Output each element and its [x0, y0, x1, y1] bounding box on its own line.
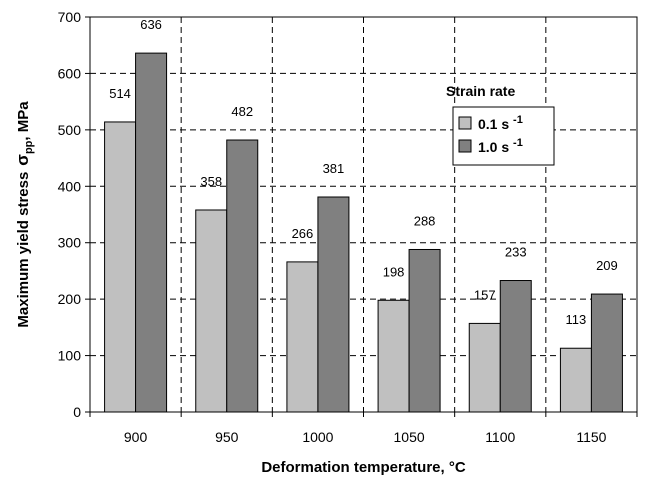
- data-label: 358: [200, 174, 222, 189]
- y-tick-label: 300: [58, 235, 82, 251]
- legend-label: 0.1 s -1: [478, 114, 523, 132]
- data-label: 113: [566, 312, 587, 327]
- legend-label: 1.0 s -1: [478, 137, 523, 155]
- bar: [377, 299, 410, 413]
- legend-swatch: [458, 139, 472, 153]
- bar: [104, 121, 137, 413]
- bar: [590, 293, 623, 413]
- x-tick-label: 1100: [485, 429, 515, 445]
- y-tick-label: 700: [58, 9, 82, 25]
- y-axis-title-suffix: , MPa: [15, 101, 32, 141]
- y-tick-label: 100: [58, 348, 82, 364]
- bar: [559, 347, 592, 413]
- y-axis-title: Maximum yield stress σpp, MPa: [13, 101, 35, 328]
- data-label: 288: [414, 213, 436, 228]
- gridlines: [90, 17, 637, 412]
- bar: [226, 139, 259, 413]
- y-tick-label: 400: [58, 178, 82, 194]
- data-label: 198: [383, 264, 405, 279]
- x-tick-label: 950: [215, 429, 239, 445]
- bar: [408, 248, 441, 413]
- data-label: 266: [292, 226, 314, 241]
- legend-label-superscript: -1: [513, 114, 523, 126]
- legend-label-superscript: -1: [513, 137, 523, 149]
- data-label: 209: [596, 258, 618, 273]
- y-axis-title-symbol: σ: [13, 154, 32, 166]
- data-label: 636: [140, 17, 162, 32]
- x-tick-label: 1150: [576, 429, 606, 445]
- y-axis-title-prefix: Maximum yield stress: [15, 172, 32, 328]
- data-label: 514: [109, 86, 131, 101]
- y-tick-label: 200: [58, 291, 82, 307]
- x-tick-label: 900: [124, 429, 148, 445]
- x-axis-ticks: 900 950 1000 1050 1100 1150: [89, 412, 638, 445]
- x-axis-title: Deformation temperature, °C: [261, 459, 466, 476]
- bar: [499, 280, 532, 413]
- data-label: 233: [505, 245, 527, 260]
- data-labels: 514 636 358 482 266 381 198 288 157 233 113 209: [109, 17, 618, 327]
- y-axis-title-subscript: pp: [23, 140, 35, 154]
- legend-swatch: [458, 116, 472, 130]
- bar: [286, 261, 319, 413]
- data-label: 381: [323, 161, 345, 176]
- bar: [195, 209, 228, 413]
- bar: [317, 196, 350, 413]
- bars: [104, 52, 623, 413]
- x-tick-label: 1000: [302, 429, 333, 445]
- y-tick-label: 600: [58, 65, 82, 81]
- y-tick-label: 500: [58, 122, 82, 138]
- y-tick-label: 0: [73, 404, 81, 420]
- bar: [468, 322, 501, 413]
- bar: [135, 52, 168, 413]
- legend: Strain rate 0.1 s -1 1.0 s -1: [446, 83, 555, 166]
- data-label: 157: [474, 287, 496, 302]
- data-label: 482: [231, 104, 253, 119]
- x-tick-label: 1050: [394, 429, 425, 445]
- y-axis-ticks: 0 100 200 300 400 500 600 700: [58, 9, 90, 420]
- legend-items: 0.1 s -1 1.0 s -1: [458, 114, 523, 155]
- legend-title: Strain rate: [446, 83, 515, 99]
